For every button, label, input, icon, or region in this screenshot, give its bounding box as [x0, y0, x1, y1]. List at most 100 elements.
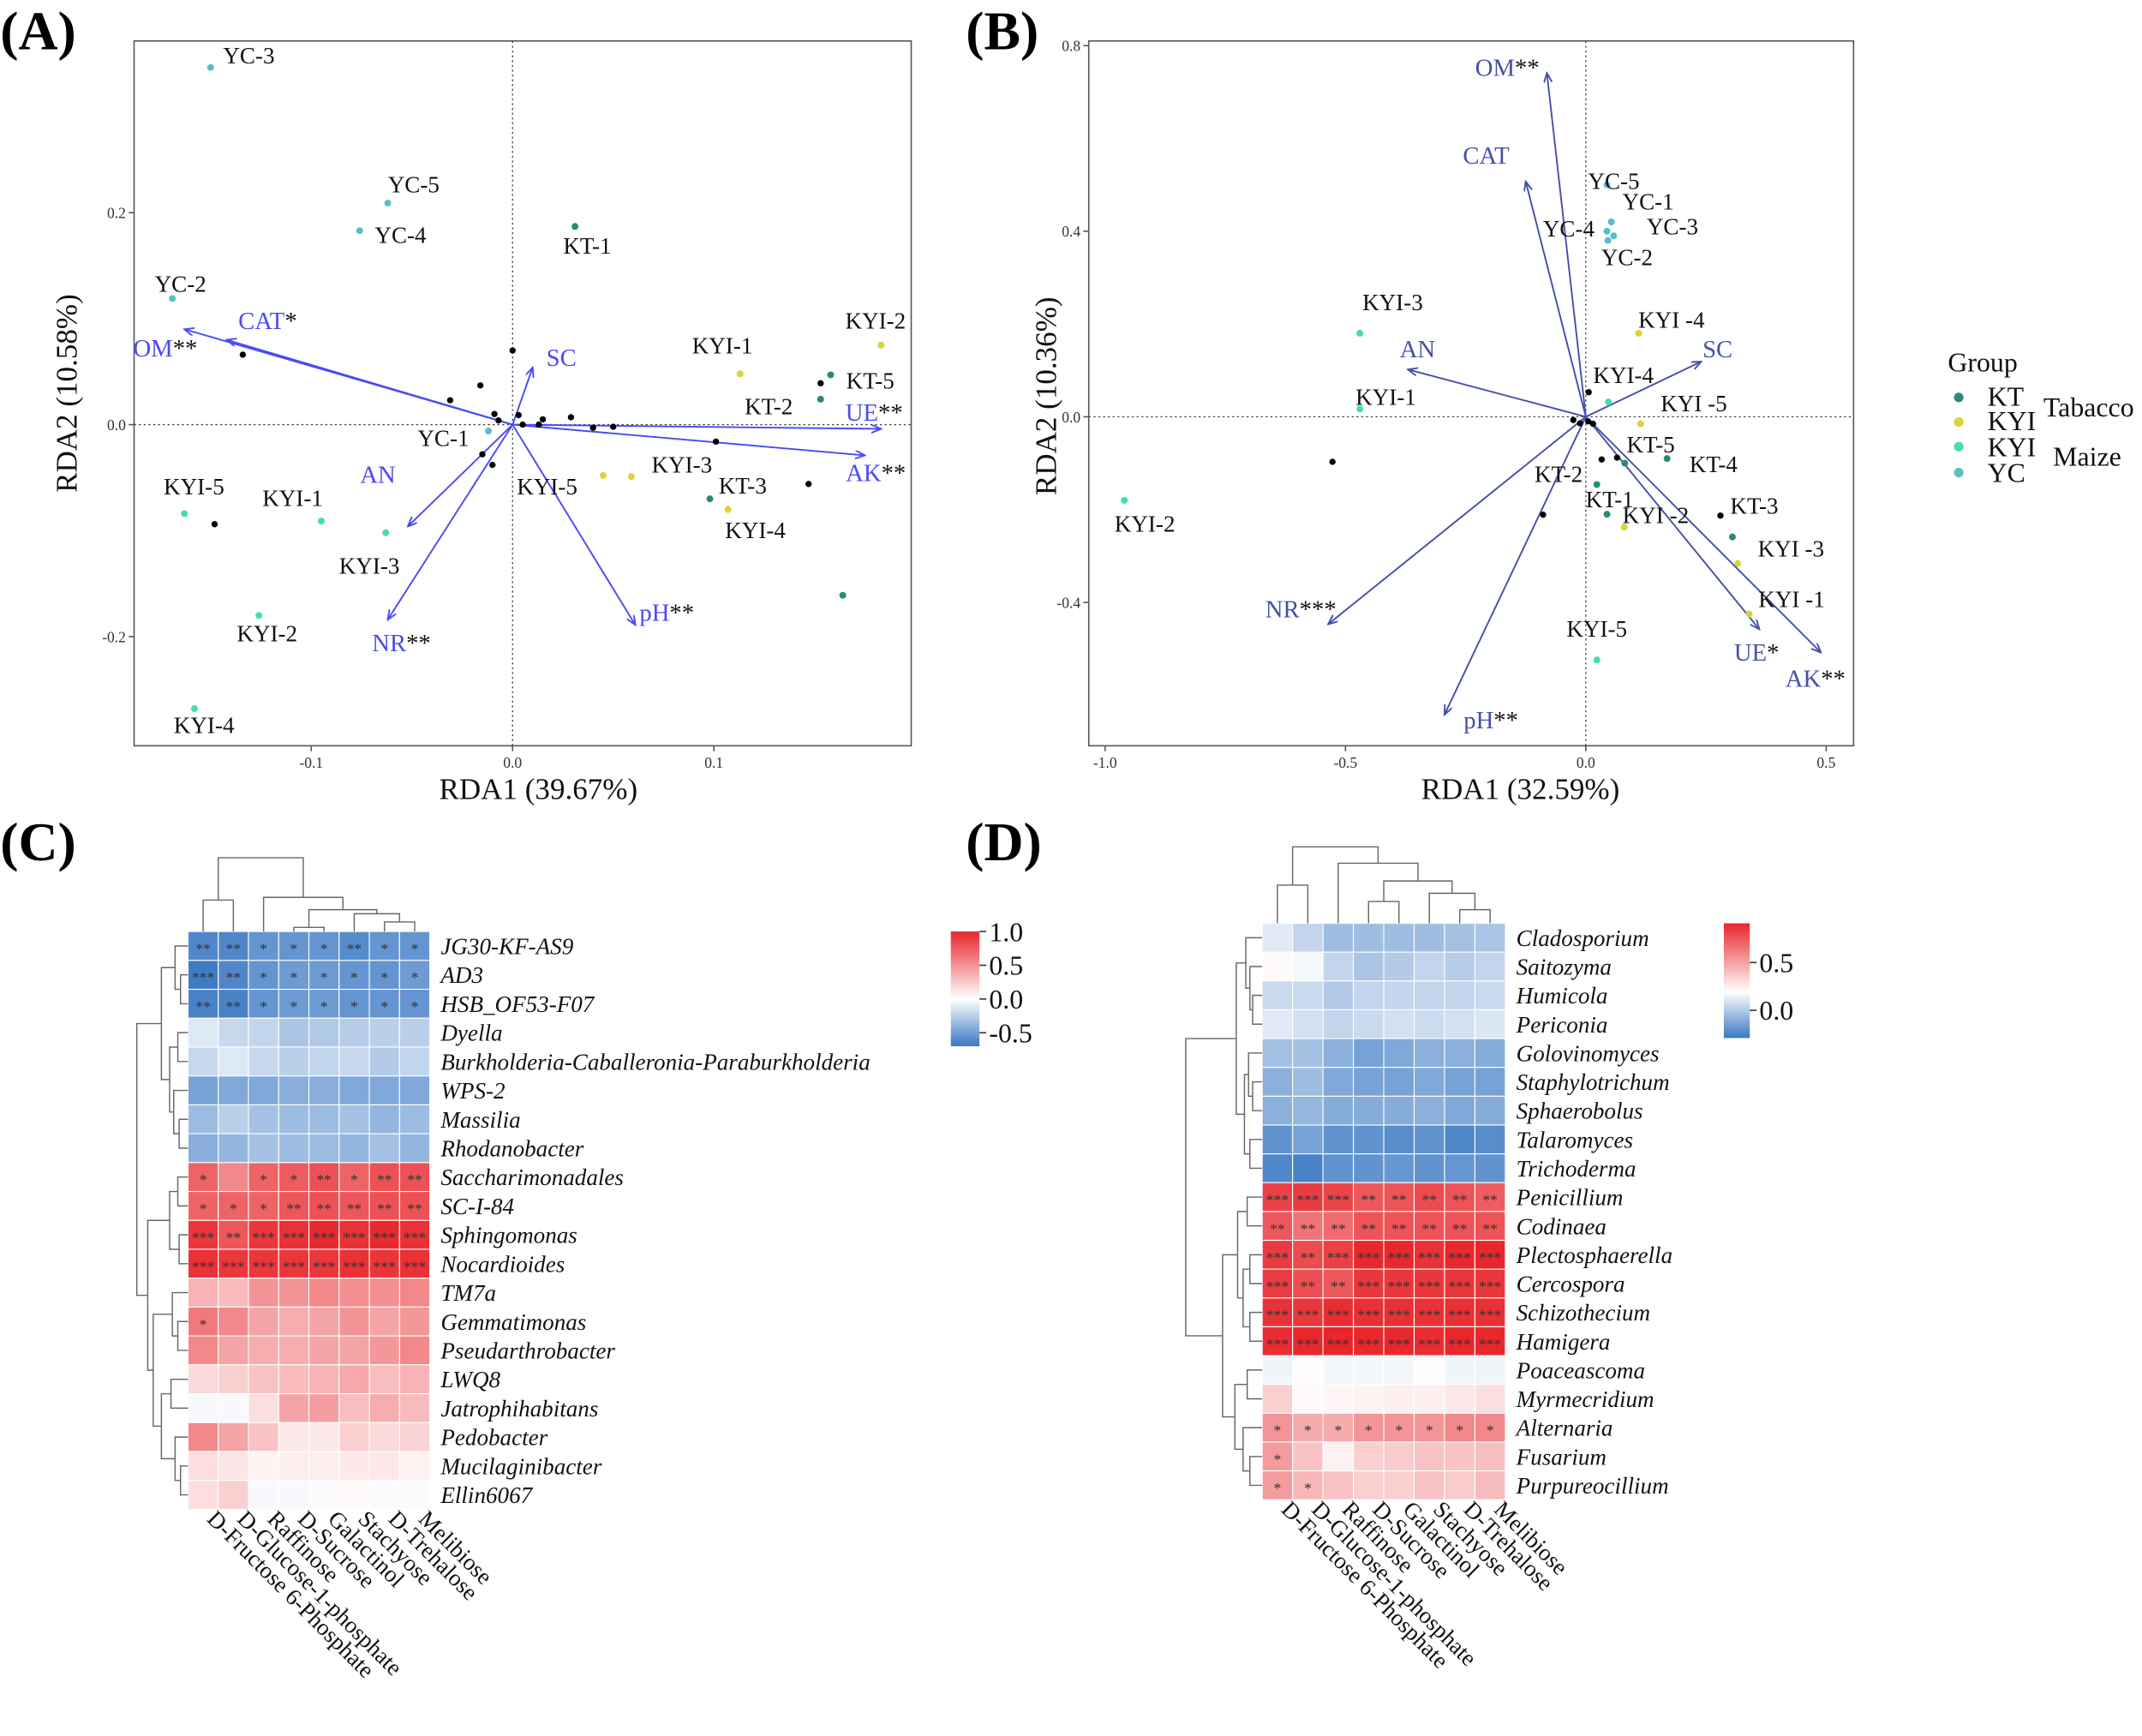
heatmap-cell	[1353, 1470, 1385, 1500]
heatmap-cell	[398, 1190, 431, 1221]
heatmap-cell	[368, 1480, 400, 1510]
significance-stars: *	[260, 941, 267, 958]
heatmap-cell	[1353, 1038, 1385, 1069]
heatmap-cell	[187, 1133, 219, 1164]
significance-stars: ***	[1327, 1192, 1349, 1209]
heatmap-cell	[368, 1133, 400, 1164]
significance-stars: ***	[1388, 1336, 1410, 1353]
legend-dot-kt	[1954, 392, 1964, 403]
dendrogram-branch	[160, 967, 176, 1081]
heatmap-cell	[308, 1335, 340, 1366]
heatmap-cell	[1292, 1297, 1324, 1327]
y-tick-label: 0.0	[107, 416, 126, 434]
env-vector-label: SC	[1702, 336, 1732, 363]
colorbar-tick-label: 1.0	[989, 917, 1023, 947]
heatmap-cell	[1444, 1067, 1475, 1097]
heatmap-cell	[1353, 980, 1385, 1011]
heatmap-cell	[248, 1219, 279, 1250]
env-vector-name: pH	[639, 600, 669, 627]
heatmap-cell	[1322, 1355, 1355, 1386]
heatmap-cell	[187, 1306, 219, 1337]
colorbar-tick-label: 0.5	[989, 951, 1023, 981]
env-vector-ak	[512, 423, 865, 456]
heatmap-cell	[398, 1306, 431, 1337]
heatmap-cell	[1292, 1441, 1324, 1472]
heatmap-cell	[1383, 1355, 1415, 1386]
heatmap-cell	[278, 1364, 310, 1395]
heatmap-cell	[308, 1104, 340, 1134]
colorbar	[1723, 923, 1750, 1039]
heatmap-cell	[308, 1451, 340, 1482]
row-label: Schizothecium	[1517, 1300, 1650, 1326]
env-vector-label: NR***	[1265, 596, 1337, 623]
heatmap-cell	[368, 1364, 400, 1395]
row-label: Trichoderma	[1517, 1156, 1636, 1182]
dendrogram-branch	[1234, 1383, 1248, 1451]
heatmap-cell	[1383, 1095, 1415, 1126]
significance-stars: ***	[343, 1230, 365, 1247]
significance-stars: *	[411, 969, 419, 986]
heatmap-cell	[1413, 1384, 1445, 1414]
env-vector-name: AN	[1400, 336, 1436, 363]
significance-stars: *	[320, 969, 328, 986]
heatmap-cell	[1444, 1355, 1475, 1386]
significance-stars: ***	[1388, 1249, 1410, 1266]
heatmap-cell	[338, 1017, 370, 1048]
heatmap-cell	[1322, 1009, 1355, 1039]
significance-stars: ***	[1449, 1278, 1471, 1296]
dendrogram-branch	[179, 973, 188, 1005]
dendrogram-branch	[178, 1118, 188, 1149]
heatmap-cell	[248, 1335, 279, 1366]
row-label: Jatrophihabitans	[440, 1396, 598, 1422]
heatmap-cell	[187, 1392, 219, 1423]
heatmap-cell	[187, 1104, 219, 1134]
row-label: Purpureocillium	[1516, 1473, 1669, 1499]
heatmap-cell	[1261, 1067, 1294, 1097]
env-vector-name: AK	[846, 460, 882, 488]
env-vector-name: OM	[133, 335, 172, 362]
env-vector-om	[1547, 73, 1587, 417]
dendrogram-branch	[178, 1234, 188, 1265]
heatmap-cell	[1474, 1067, 1506, 1097]
heatmap-cell	[1292, 922, 1324, 953]
legend-label-yc: YC	[1988, 458, 2025, 488]
heatmap-cell	[1474, 1384, 1506, 1414]
heatmap-cell	[338, 1248, 370, 1279]
heatmap-cell	[278, 1046, 310, 1077]
dendrogram-branch	[179, 1465, 188, 1496]
heatmap-cell	[368, 1451, 400, 1482]
sample-point	[1121, 496, 1128, 504]
heatmap-cell	[1261, 1153, 1294, 1183]
dendrogram-branch	[177, 1320, 188, 1351]
env-vector-name: NR	[372, 630, 407, 657]
species-point	[239, 351, 247, 358]
heatmap-cell	[1413, 1095, 1445, 1126]
heatmap-cell	[398, 1075, 431, 1105]
sample-label: YC-3	[1647, 214, 1698, 240]
heatmap-cell	[1474, 1412, 1506, 1443]
heatmap-cell	[1292, 1067, 1324, 1097]
heatmap-cell	[1444, 1326, 1475, 1356]
row-label: Sphingomonas	[440, 1223, 577, 1248]
dendrogram-branch	[1185, 1038, 1236, 1337]
sample-point	[571, 223, 579, 230]
significance-stars: **	[1482, 1220, 1498, 1237]
sample-point	[169, 295, 177, 302]
heatmap-cell	[1474, 1095, 1506, 1126]
y-tick-label: 0.2	[107, 205, 126, 222]
heatmap-cell	[1261, 1384, 1294, 1414]
sample-label: YC-2	[155, 271, 206, 296]
sample-point	[1603, 511, 1611, 518]
heatmap-cell	[398, 1335, 431, 1366]
heatmap-cell	[368, 1046, 400, 1077]
heatmap-cell	[1322, 1441, 1355, 1472]
env-vector-sc	[512, 368, 532, 425]
row-label: AD3	[439, 962, 483, 988]
heatmap-cell	[1292, 1182, 1324, 1212]
significance-stars: *	[1395, 1422, 1403, 1440]
significance-stars: **	[407, 1200, 422, 1218]
significance-stars: ***	[1357, 1307, 1379, 1324]
row-label: Burkholderia-Caballeronia-Paraburkholder…	[440, 1049, 870, 1075]
heatmap-cell	[398, 1422, 431, 1452]
heatmap-cell	[1292, 1095, 1324, 1126]
